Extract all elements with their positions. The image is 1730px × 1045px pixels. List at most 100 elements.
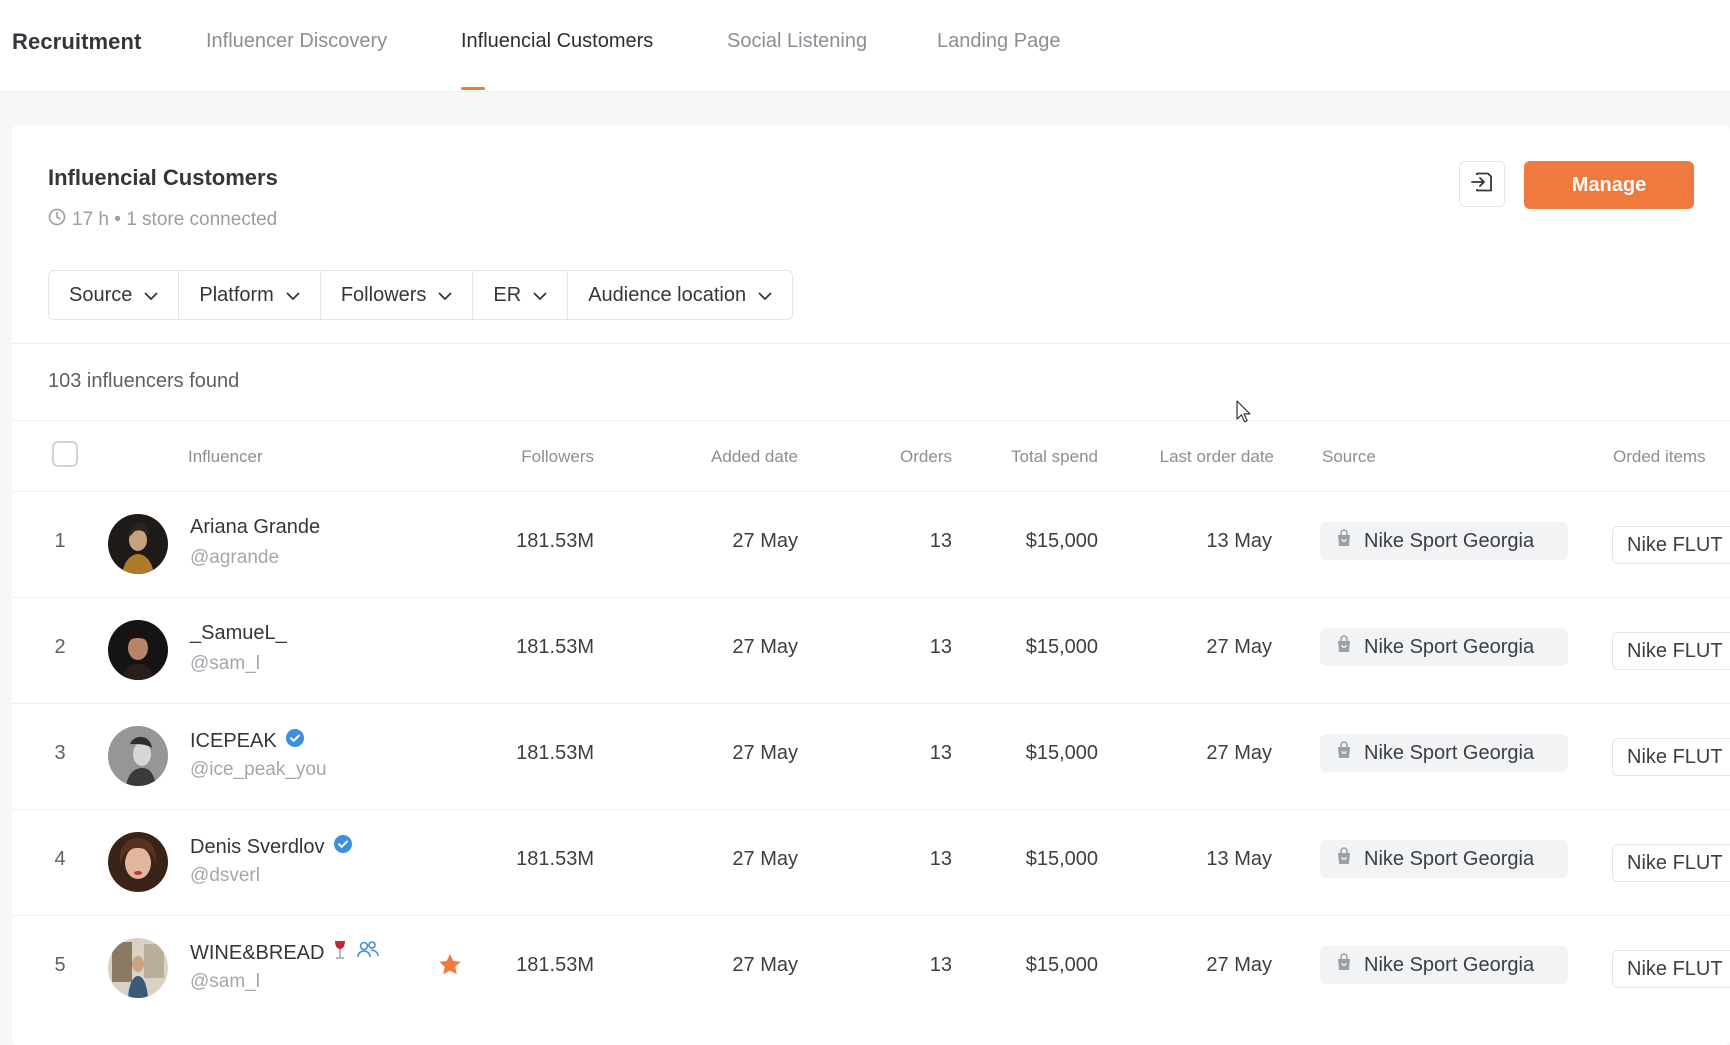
verified-badge-icon [333, 834, 353, 860]
tab-influencial-customers[interactable]: Influencial Customers [461, 30, 654, 52]
added-date-value: 27 May [732, 848, 798, 870]
influencer-handle: @dsverl [190, 865, 260, 886]
verified-badge-icon [285, 728, 305, 754]
row-index: 2 [54, 636, 66, 658]
source-badge[interactable]: Nike Sport Georgia [1320, 946, 1568, 984]
tab-influencer-discovery[interactable]: Influencer Discovery [206, 30, 388, 52]
sync-status: 17 h • 1 store connected [48, 208, 277, 232]
column-header-orders[interactable]: Orders [900, 447, 952, 466]
filter-er[interactable]: ER [473, 271, 569, 319]
active-tab-indicator [461, 87, 485, 90]
column-header-added-date[interactable]: Added date [711, 447, 798, 466]
shopping-bag-icon [1336, 635, 1352, 659]
shopping-bag-icon [1336, 741, 1352, 765]
ordered-item-badge[interactable]: Nike FLUT [1612, 632, 1730, 670]
total-spend-value: $15,000 [1025, 742, 1098, 764]
last-order-date-value: 27 May [1206, 954, 1272, 976]
filter-label: ER [493, 283, 522, 306]
followers-value: 181.53M [516, 954, 594, 976]
orders-value: 13 [929, 954, 952, 976]
last-order-date-value: 27 May [1206, 742, 1272, 764]
ordered-item-badge[interactable]: Nike FLUT [1612, 526, 1730, 564]
avatar[interactable] [108, 514, 168, 574]
table-row[interactable]: 5 WINE&BREAD @sam_l 181.53M 27 May 13 $1… [12, 915, 1730, 1021]
followers-value: 181.53M [516, 636, 594, 658]
influencer-handle: @agrande [190, 547, 280, 568]
last-order-date-value: 13 May [1206, 848, 1272, 870]
sync-status-text: 17 h • 1 store connected [72, 209, 278, 230]
orders-value: 13 [929, 530, 952, 552]
influencer-name-text: WINE&BREAD [190, 941, 325, 964]
row-index: 4 [54, 848, 66, 870]
filter-followers[interactable]: Followers [320, 271, 474, 319]
column-header-total-spend[interactable]: Total spend [1011, 447, 1098, 466]
filter-audience-location[interactable]: Audience location [568, 271, 793, 319]
avatar[interactable] [108, 832, 168, 892]
added-date-value: 27 May [732, 530, 798, 552]
column-header-ordered-items[interactable]: Orded items [1613, 447, 1706, 466]
influencer-name-text: Ariana Grande [190, 516, 321, 538]
brand-title[interactable]: Recruitment [12, 29, 142, 54]
avatar[interactable] [108, 620, 168, 680]
followers-value: 181.53M [516, 848, 594, 870]
added-date-value: 27 May [732, 636, 798, 658]
results-count: 103 influencers found [48, 370, 240, 392]
column-header-followers[interactable]: Followers [521, 447, 594, 466]
star-icon[interactable] [437, 952, 463, 983]
tab-landing-page[interactable]: Landing Page [937, 30, 1061, 52]
total-spend-value: $15,000 [1025, 636, 1098, 658]
mouse-cursor-icon [1236, 400, 1252, 429]
wine-glass-icon [332, 940, 348, 966]
export-button[interactable] [1459, 161, 1505, 207]
chevron-down-icon [144, 284, 159, 307]
ordered-item-badge[interactable]: Nike FLUT [1612, 738, 1730, 776]
top-navigation: Recruitment Influencer Discovery Influen… [0, 0, 1730, 92]
tab-social-listening[interactable]: Social Listening [727, 30, 868, 52]
select-all-checkbox[interactable] [52, 441, 78, 467]
source-text: Nike Sport Georgia [1364, 741, 1535, 764]
filter-label: Platform [199, 283, 274, 306]
influencer-name[interactable]: Denis Sverdlov [190, 834, 353, 860]
column-header-last-order-date[interactable]: Last order date [1159, 447, 1274, 466]
influencer-name[interactable]: _SamueL_ [190, 622, 287, 645]
total-spend-value: $15,000 [1025, 530, 1098, 552]
chevron-down-icon [286, 284, 300, 307]
divider [12, 343, 1730, 344]
influencer-name-text: ICEPEAK [190, 729, 277, 752]
filter-label: Source [69, 283, 133, 306]
table-row[interactable]: 2 _SamueL_ @sam_l 181.53M 27 May 13 $15,… [12, 597, 1730, 703]
avatar[interactable] [108, 726, 168, 786]
manage-button[interactable]: Manage [1524, 161, 1694, 209]
row-index: 1 [54, 530, 66, 552]
source-badge[interactable]: Nike Sport Georgia [1320, 522, 1568, 560]
column-header-source[interactable]: Source [1322, 447, 1376, 466]
last-order-date-value: 27 May [1206, 636, 1272, 658]
influencer-name[interactable]: Ariana Grande [190, 516, 320, 539]
column-header-influencer[interactable]: Influencer [188, 447, 263, 466]
orders-value: 13 [929, 742, 952, 764]
shopping-bag-icon [1336, 847, 1352, 871]
filter-platform[interactable]: Platform [179, 271, 321, 319]
influencer-name-text: _SamueL_ [190, 622, 287, 644]
source-text: Nike Sport Georgia [1364, 529, 1535, 552]
ordered-item-badge[interactable]: Nike FLUT [1612, 844, 1730, 882]
divider [12, 420, 1730, 421]
influencer-name[interactable]: WINE&BREAD [190, 940, 380, 966]
chevron-down-icon [758, 284, 772, 307]
ordered-item-badge[interactable]: Nike FLUT [1612, 950, 1730, 988]
source-badge[interactable]: Nike Sport Georgia [1320, 628, 1568, 666]
source-badge[interactable]: Nike Sport Georgia [1320, 734, 1568, 772]
influencer-name[interactable]: ICEPEAK [190, 728, 305, 754]
table-row[interactable]: 1 Ariana Grande @agrande 181.53M 27 May … [12, 491, 1730, 597]
table-row[interactable]: 3 ICEPEAK @ice_peak_you 181.53M 27 May 1… [12, 703, 1730, 809]
table-row[interactable]: 4 Denis Sverdlov @dsverl 181.53M 27 May … [12, 809, 1730, 915]
avatar[interactable] [108, 938, 168, 998]
shopping-bag-icon [1336, 529, 1352, 553]
source-badge[interactable]: Nike Sport Georgia [1320, 840, 1568, 878]
source-text: Nike Sport Georgia [1364, 847, 1535, 870]
page-title: Influencial Customers [48, 165, 278, 190]
chevron-down-icon [438, 284, 453, 307]
chevron-down-icon [533, 284, 547, 307]
source-text: Nike Sport Georgia [1364, 635, 1535, 658]
filter-source[interactable]: Source [49, 271, 180, 319]
